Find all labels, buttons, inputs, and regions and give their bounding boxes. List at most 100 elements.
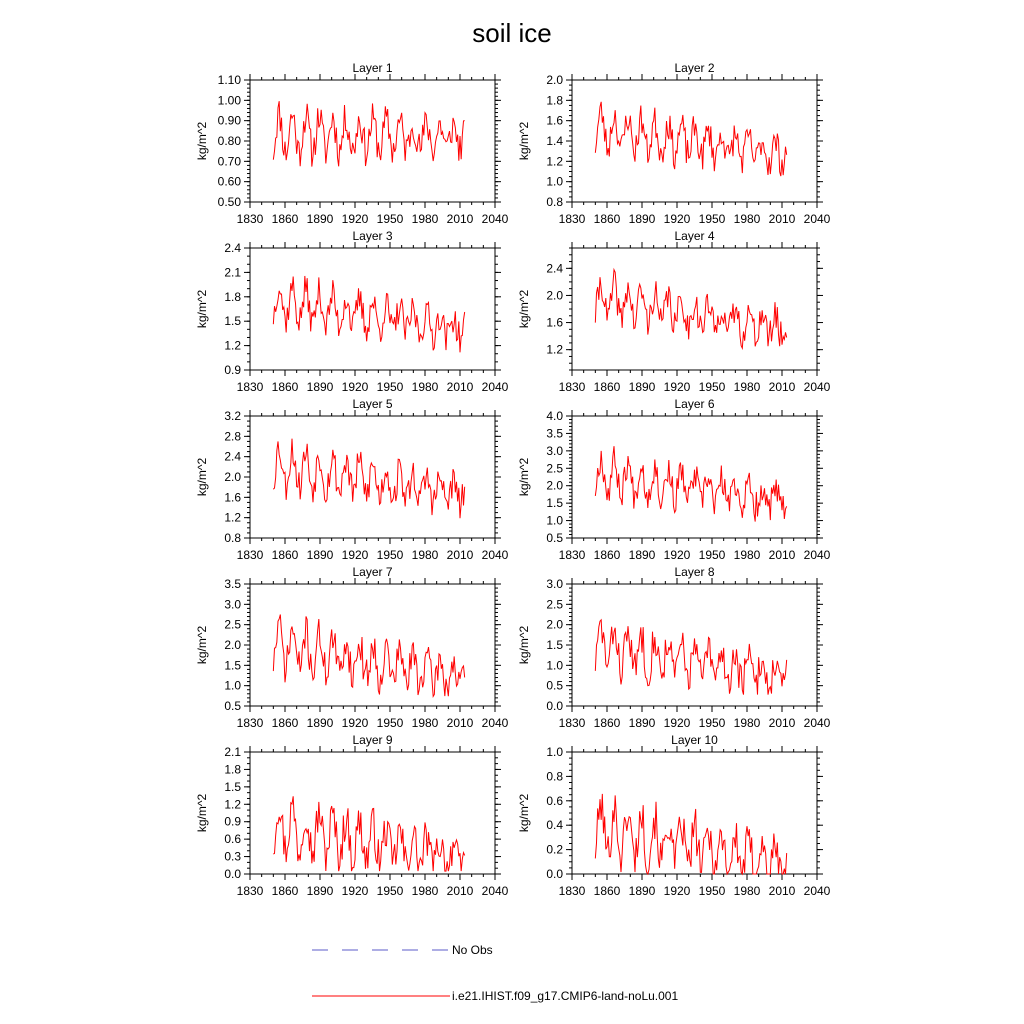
y-axis-label: kg/m^2: [517, 290, 531, 329]
panel-title: Layer 3: [352, 229, 392, 243]
y-tick-label: 1.5: [224, 658, 241, 672]
panel-title: Layer 6: [674, 397, 714, 411]
y-tick-label: 3.0: [224, 597, 241, 611]
y-tick-label: 0.60: [218, 175, 242, 189]
y-tick-label: 1.4: [546, 134, 563, 148]
x-tick-label: 1950: [377, 548, 404, 562]
x-tick-label: 2010: [447, 380, 474, 394]
y-tick-label: 0.8: [224, 531, 241, 545]
x-tick-label: 1860: [594, 884, 621, 898]
panel-title: Layer 10: [671, 733, 718, 747]
y-tick-label: 0.0: [546, 699, 563, 713]
x-tick-label: 1920: [664, 212, 691, 226]
y-tick-label: 2.4: [224, 450, 241, 464]
panel-layer-4: Layer 4 1830 1860 1890 1920 1950 1980 2010 2040 1…: [517, 229, 831, 394]
y-tick-label: 1.2: [224, 511, 241, 525]
y-axis-label: kg/m^2: [517, 122, 531, 161]
x-tick-label: 1980: [734, 716, 761, 730]
x-tick-label: 1980: [412, 212, 439, 226]
plot-frame: [249, 415, 496, 539]
x-tick-label: 2040: [482, 884, 509, 898]
y-tick-label: 1.0: [224, 679, 241, 693]
x-tick-label: 1950: [699, 380, 726, 394]
x-tick-label: 2010: [447, 716, 474, 730]
x-tick-label: 2010: [769, 716, 796, 730]
y-axis-label: kg/m^2: [517, 794, 531, 833]
x-tick-label: 1890: [629, 548, 656, 562]
y-tick-label: 1.0: [546, 514, 563, 528]
x-tick-label: 1950: [699, 212, 726, 226]
legend-label-no-obs: No Obs: [452, 943, 493, 957]
panel-title: Layer 2: [674, 61, 714, 75]
x-tick-label: 2040: [804, 212, 831, 226]
panel-title: Layer 9: [352, 733, 392, 747]
y-tick-label: 0.8: [546, 769, 563, 783]
x-tick-label: 2010: [447, 548, 474, 562]
x-tick-label: 2010: [769, 212, 796, 226]
y-tick-label: 1.0: [546, 658, 563, 672]
x-tick-label: 1920: [342, 212, 369, 226]
x-tick-label: 1830: [237, 884, 264, 898]
y-axis-label: kg/m^2: [195, 290, 209, 329]
y-tick-label: 1.2: [224, 339, 241, 353]
x-tick-label: 1830: [237, 548, 264, 562]
y-tick-label: 3.2: [224, 409, 241, 423]
y-tick-label: 2.8: [224, 429, 241, 443]
y-tick-label: 2.0: [224, 638, 241, 652]
y-tick-label: 0.8: [546, 195, 563, 209]
x-tick-label: 1830: [237, 716, 264, 730]
x-tick-label: 1980: [734, 884, 761, 898]
y-tick-label: 3.5: [546, 426, 563, 440]
x-tick-label: 2040: [804, 548, 831, 562]
series-line: [594, 101, 788, 177]
x-tick-label: 2040: [482, 548, 509, 562]
x-tick-label: 2040: [482, 716, 509, 730]
panel-title: Layer 5: [352, 397, 392, 411]
y-tick-label: 1.10: [218, 73, 242, 87]
x-tick-label: 2010: [447, 212, 474, 226]
x-tick-label: 1920: [664, 884, 691, 898]
series-line: [272, 438, 466, 519]
y-tick-label: 0.9: [224, 363, 241, 377]
x-tick-label: 1980: [412, 716, 439, 730]
x-tick-label: 1830: [559, 212, 586, 226]
x-tick-label: 1890: [307, 548, 334, 562]
x-tick-label: 2010: [769, 380, 796, 394]
series-line: [273, 796, 466, 872]
x-tick-label: 1860: [272, 212, 299, 226]
y-tick-label: 2.0: [546, 479, 563, 493]
x-tick-label: 1920: [342, 716, 369, 730]
x-tick-label: 1830: [559, 548, 586, 562]
y-tick-label: 2.1: [224, 265, 241, 279]
x-tick-label: 1890: [629, 212, 656, 226]
panel-title: Layer 7: [352, 565, 392, 579]
y-tick-label: 1.5: [224, 314, 241, 328]
y-tick-label: 1.0: [546, 175, 563, 189]
x-tick-label: 1980: [412, 548, 439, 562]
panel-layer-6: Layer 6 1830 1860 1890 1920 1950 1980 2010 2040 0…: [517, 397, 831, 562]
x-tick-label: 1920: [342, 548, 369, 562]
y-axis-label: kg/m^2: [195, 626, 209, 665]
y-tick-label: 1.00: [218, 93, 242, 107]
y-tick-label: 1.6: [224, 490, 241, 504]
y-tick-label: 1.2: [224, 797, 241, 811]
plot-frame: [571, 751, 818, 875]
panels: Layer 1 1830 1860 1890 1920 1950 1980 2010 2040 0…: [195, 61, 831, 898]
x-tick-label: 1860: [272, 548, 299, 562]
y-tick-label: 1.8: [224, 290, 241, 304]
y-tick-label: 2.0: [224, 470, 241, 484]
y-axis-label: kg/m^2: [195, 458, 209, 497]
y-tick-label: 2.5: [546, 461, 563, 475]
x-tick-label: 1860: [272, 716, 299, 730]
y-tick-label: 1.2: [546, 154, 563, 168]
x-tick-label: 2040: [804, 380, 831, 394]
y-tick-label: 1.5: [546, 638, 563, 652]
x-tick-label: 1950: [377, 380, 404, 394]
x-tick-label: 1860: [594, 548, 621, 562]
x-tick-label: 1890: [307, 716, 334, 730]
x-tick-label: 1980: [734, 548, 761, 562]
x-tick-label: 2040: [482, 212, 509, 226]
y-tick-label: 1.5: [224, 780, 241, 794]
y-tick-label: 2.4: [546, 261, 563, 275]
plot-frame: [571, 415, 818, 539]
